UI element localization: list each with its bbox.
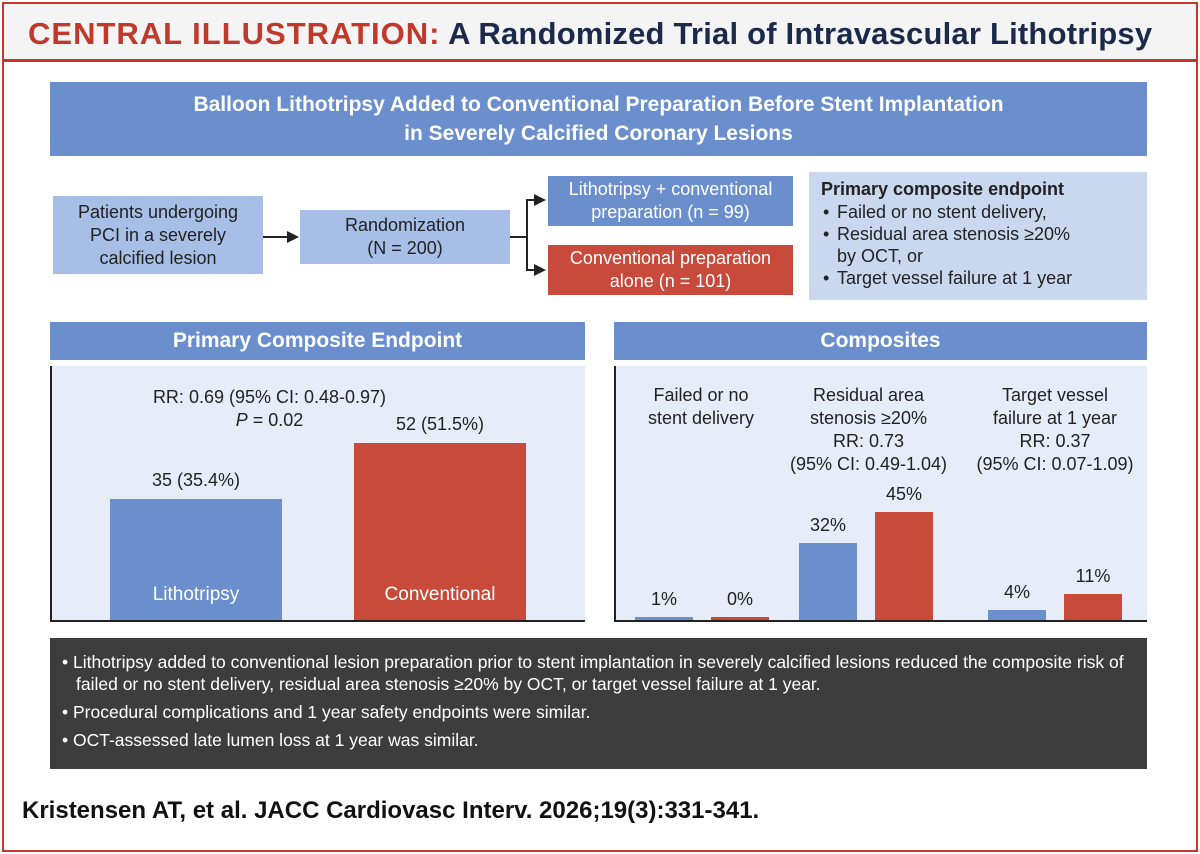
- group-label-residual-stenosis: Residual area stenosis ≥20% RR: 0.73 (95…: [776, 384, 961, 476]
- banner-line-2: in Severely Calcified Coronary Lesions: [404, 122, 793, 145]
- finding-bullet: • OCT-assessed late lumen loss at 1 year…: [62, 730, 479, 750]
- bar-conventional-target-vessel: [1064, 593, 1122, 620]
- arm-line: preparation (n = 99): [591, 202, 750, 222]
- citation: Kristensen AT, et al. JACC Cardiovasc In…: [22, 797, 760, 824]
- bar-value-label: 1%: [650, 589, 677, 609]
- group-label-target-vessel: Target vessel failure at 1 year RR: 0.37…: [961, 384, 1149, 476]
- connector-line: [526, 269, 536, 271]
- patients-line: Patients undergoing: [77, 201, 239, 222]
- randomization-box: Randomization (N = 200): [300, 210, 510, 264]
- endpoint-item: Target vessel failure at 1 year: [821, 267, 1135, 289]
- group-label-line: stent delivery: [647, 408, 755, 428]
- banner-line-1: Balloon Lithotripsy Added to Conventiona…: [193, 93, 1004, 116]
- arrow-right-icon: [287, 231, 299, 243]
- key-findings-box: • Lithotripsy added to conventional lesi…: [50, 638, 1147, 769]
- endpoint-item: Residual area stenosis ≥20%: [821, 223, 1135, 245]
- bar-value-label: 11%: [1075, 565, 1111, 586]
- primary-chart-title: Primary Composite Endpoint: [50, 322, 585, 360]
- group-label-line: Target vessel: [1001, 385, 1109, 405]
- connector-line: [526, 199, 536, 201]
- primary-p-value: P = 0.02: [52, 409, 487, 432]
- group-rr-line: (95% CI: 0.07-1.09): [976, 454, 1134, 474]
- patients-box: Patients undergoing PCI in a severely ca…: [53, 196, 263, 274]
- arm-line: Lithotripsy + conventional: [568, 179, 773, 199]
- bar-value-label-conventional: 52 (51.5%): [395, 414, 485, 435]
- figure-title: CENTRAL ILLUSTRATION: A Randomized Trial…: [28, 16, 1152, 52]
- bar-conventional: [354, 443, 526, 620]
- bar-category-label-conventional: Conventional: [384, 584, 496, 605]
- endpoint-item: Failed or no stent delivery,: [821, 201, 1135, 223]
- bar-lithotripsy: [110, 498, 282, 620]
- bar-value-label: 0%: [726, 589, 753, 609]
- connector-line: [510, 236, 528, 238]
- group-rr-line: RR: 0.37: [1019, 431, 1091, 451]
- connector-line: [526, 199, 528, 271]
- group-rr-line: (95% CI: 0.49-1.04): [789, 454, 948, 474]
- finding-bullet: • Procedural complications and 1 year sa…: [62, 702, 591, 722]
- bar-conventional-failed-delivery: [711, 617, 769, 620]
- patients-line: PCI in a severely: [89, 224, 227, 245]
- endpoint-heading: Primary composite endpoint: [821, 179, 1065, 199]
- title-bar: CENTRAL ILLUSTRATION: A Randomized Trial…: [4, 4, 1196, 62]
- group-rr-line: RR: 0.73: [832, 431, 905, 451]
- group-label-line: failure at 1 year: [992, 408, 1118, 428]
- group-label-line: Failed or no: [653, 385, 749, 405]
- title-lead: CENTRAL ILLUSTRATION:: [28, 16, 441, 51]
- lithotripsy-arm-box: Lithotripsy + conventional preparation (…: [548, 176, 793, 226]
- group-label-line: stenosis ≥20%: [810, 408, 927, 428]
- group-label-line: Residual area: [812, 385, 925, 405]
- finding-bullet: • Lithotripsy added to conventional lesi…: [62, 652, 1124, 694]
- bar-lithotripsy-target-vessel: [988, 610, 1046, 620]
- arrow-right-icon: [534, 194, 546, 206]
- group-label-failed-delivery: Failed or no stent delivery: [621, 384, 781, 430]
- conventional-arm-box: Conventional preparation alone (n = 101): [548, 245, 793, 295]
- bar-lithotripsy-failed-delivery: [635, 617, 693, 620]
- p-italic: P: [235, 410, 248, 430]
- p-rest: = 0.02: [247, 410, 304, 430]
- randomization-line: (N = 200): [367, 238, 443, 258]
- study-banner: Balloon Lithotripsy Added to Conventiona…: [50, 82, 1147, 156]
- bar-lithotripsy-residual-stenosis: [799, 543, 857, 620]
- primary-endpoint-box: Primary composite endpoint Failed or no …: [809, 172, 1147, 300]
- arm-line: Conventional preparation: [569, 248, 772, 268]
- bar-value-label: 45%: [885, 484, 923, 504]
- bar-value-label-lithotripsy: 35 (35.4%): [151, 469, 241, 490]
- composites-chart-title: Composites: [614, 322, 1147, 360]
- composites-chart-panel: Failed or no stent delivery Residual are…: [614, 366, 1147, 622]
- arm-line: alone (n = 101): [609, 271, 732, 291]
- bar-conventional-residual-stenosis: [875, 512, 933, 620]
- endpoint-item-cont: by OCT, or: [837, 246, 924, 266]
- primary-chart-panel: RR: 0.69 (95% CI: 0.48-0.97) P = 0.02 35…: [50, 366, 585, 622]
- bar-value-label: 4%: [1003, 582, 1030, 603]
- bar-value-label: 32%: [809, 515, 847, 536]
- patients-line: calcified lesion: [99, 247, 217, 268]
- randomization-line: Randomization: [344, 215, 466, 235]
- connector-line: [263, 236, 289, 238]
- arrow-right-icon: [534, 264, 546, 276]
- primary-rr-text: RR: 0.69 (95% CI: 0.48-0.97): [152, 387, 387, 407]
- bar-category-label-lithotripsy: Lithotripsy: [152, 584, 240, 605]
- title-rest: A Randomized Trial of Intravascular Lith…: [448, 16, 1153, 51]
